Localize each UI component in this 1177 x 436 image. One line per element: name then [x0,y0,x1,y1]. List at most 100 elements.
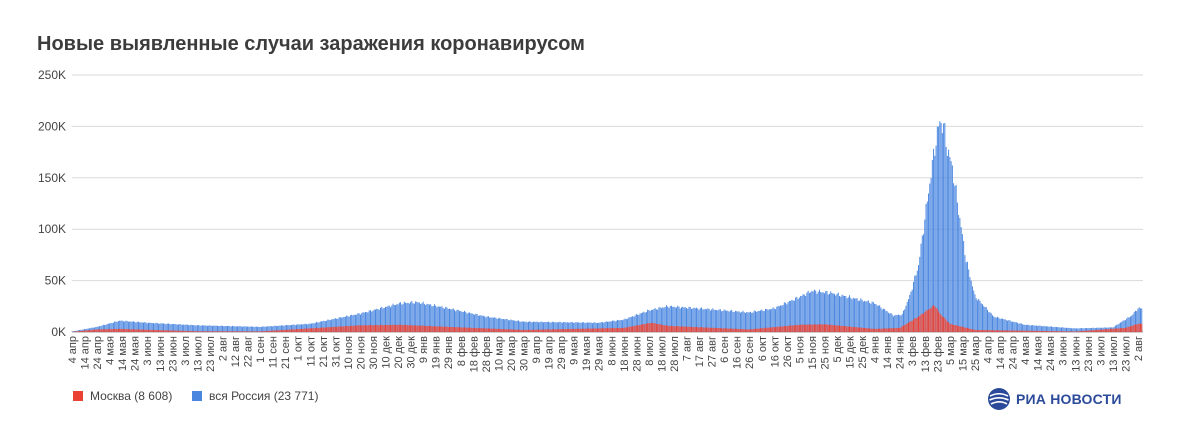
bar-moscow [267,330,269,332]
bar-moscow [803,324,805,332]
bar-russia [801,295,803,332]
bar-moscow [219,331,221,332]
bar-russia [669,306,671,332]
bar-moscow [211,331,213,332]
bar-moscow [329,327,331,332]
bar-moscow [454,327,455,332]
bar-russia [1067,327,1069,332]
bar-russia [811,290,813,332]
bar-moscow [348,326,350,332]
bar-russia [145,322,147,332]
bar-russia [877,305,879,332]
bar-russia [951,165,953,332]
bar-moscow [855,327,857,332]
bar-russia [489,317,491,332]
bar-moscow [802,324,804,332]
bar-moscow [341,326,343,332]
bar-moscow [1064,331,1066,332]
bar-moscow [1101,329,1103,332]
bar-moscow [1078,331,1080,332]
bar-moscow [336,326,338,332]
bar-russia [575,322,577,332]
bar-russia [511,320,513,332]
bar-moscow [1091,330,1093,332]
bar-moscow [516,329,518,332]
bar-russia [887,312,889,332]
bar-russia [689,306,691,332]
bar-moscow [914,318,916,332]
x-tick-label: 24 мая [1045,336,1057,371]
bar-moscow [1027,330,1029,332]
bar-russia [919,256,921,332]
legend-item-russia[interactable]: вся Россия (23 771) [192,389,318,403]
bar-moscow [223,331,225,332]
bar-russia [531,322,533,332]
bar-russia [517,320,519,332]
bar-moscow [619,327,621,332]
bar-russia [148,322,149,332]
bar-moscow [301,328,302,332]
bar-russia [839,296,840,332]
bar-moscow [139,329,141,332]
bar-moscow [183,330,185,332]
bar-russia [107,323,109,332]
bar-moscow [578,328,580,332]
bar-moscow [254,331,256,332]
bar-moscow [520,329,522,332]
bar-moscow [790,325,792,332]
bar-russia [875,304,877,332]
bar-russia [728,311,730,332]
bar-russia [386,306,388,332]
bar-russia [1013,321,1015,332]
bar-russia [609,321,611,332]
bar-russia [1055,327,1057,332]
bar-moscow [400,324,402,332]
bar-moscow [234,331,236,332]
bar-moscow [884,328,886,332]
bar-russia [349,315,351,332]
bar-russia [169,324,171,332]
bar-russia [371,311,373,332]
x-tick-label: 4 янв [870,336,882,363]
bar-russia [610,321,612,332]
bar-moscow [283,330,285,332]
bar-russia [785,302,787,332]
legend-item-moscow[interactable]: Москва (8 608) [73,389,172,403]
bar-russia [738,311,740,332]
bar-russia [842,295,844,332]
bar-moscow [1097,329,1099,332]
bar-russia [790,301,792,332]
bar-russia [210,325,212,332]
bar-russia [255,326,257,332]
bar-moscow [950,324,952,332]
bar-russia [239,326,241,332]
bar-russia [139,322,141,332]
bar-moscow [1108,329,1110,332]
bar-russia [596,322,598,332]
bar-russia [966,261,968,332]
bar-moscow [816,324,818,332]
bar-moscow [915,318,917,332]
bar-moscow [985,330,987,332]
bar-moscow [402,325,404,332]
bar-moscow [213,331,215,332]
bar-russia [95,326,97,332]
bar-russia [522,321,524,332]
bar-moscow [900,327,902,332]
bar-russia [1082,328,1084,332]
bar-moscow [1022,330,1024,332]
bar-moscow [1045,331,1047,332]
bar-moscow [115,328,117,332]
legend-swatch-moscow [73,391,83,401]
bar-moscow [188,331,190,332]
bar-moscow [410,325,412,332]
bar-russia [806,292,808,332]
bar-russia [645,311,647,332]
bar-moscow [191,331,193,332]
bar-moscow [736,328,738,332]
bar-moscow [909,321,911,332]
bar-moscow [1136,324,1138,332]
bar-russia [448,308,450,332]
bar-russia [1064,327,1066,332]
bar-russia [865,301,867,332]
